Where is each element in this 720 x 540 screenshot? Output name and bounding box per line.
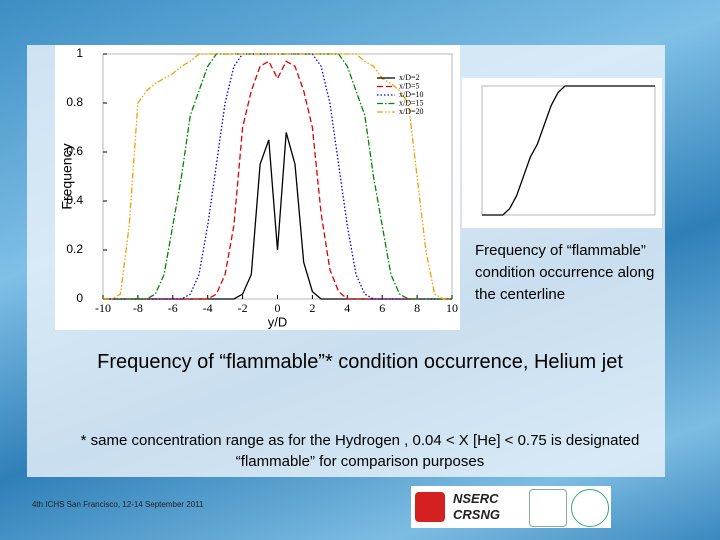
y-tick-label: 0.4 bbox=[66, 193, 83, 207]
y-tick-label: 0.2 bbox=[66, 242, 83, 256]
data-line bbox=[103, 53, 452, 300]
footnote: * same concentration range as for the Hy… bbox=[80, 432, 640, 470]
x-tick-label: -2 bbox=[238, 301, 248, 315]
partner-logo bbox=[529, 489, 567, 527]
legend-label: x/D=10 bbox=[399, 90, 424, 99]
x-tick-label: 6 bbox=[379, 301, 385, 315]
y-tick-label: 0.6 bbox=[66, 144, 83, 158]
x-tick-label: 0 bbox=[275, 301, 281, 315]
x-axis-label: y/D bbox=[268, 314, 288, 329]
x-tick-label: -6 bbox=[168, 301, 178, 315]
legend-label: x/D=15 bbox=[399, 98, 424, 107]
irh-logo bbox=[571, 489, 609, 527]
x-tick-label: -8 bbox=[133, 301, 143, 315]
nserc: NSERC bbox=[453, 491, 499, 506]
y-tick-label: 0.8 bbox=[66, 95, 83, 109]
footer: 4th ICHS San Francisco, 12-14 September … bbox=[32, 500, 204, 509]
slide-title: Frequency of “flammable”* condition occu… bbox=[97, 351, 623, 373]
maple-logo bbox=[415, 492, 445, 522]
inset-chart-bg bbox=[462, 78, 662, 228]
x-tick-label: -10 bbox=[95, 301, 111, 315]
caption: Frequency of “flammable” condition occur… bbox=[475, 242, 655, 303]
x-tick-label: 2 bbox=[309, 301, 315, 315]
y-axis-label: Frequency bbox=[59, 143, 75, 209]
y-tick-label: 1 bbox=[76, 46, 83, 60]
crsng: CRSNG bbox=[453, 507, 500, 522]
x-tick-label: 10 bbox=[446, 301, 458, 315]
logo-strip: NSERC CRSNG bbox=[411, 486, 611, 528]
data-line bbox=[482, 85, 655, 216]
x-tick-label: 8 bbox=[414, 301, 420, 315]
legend-label: x/D=5 bbox=[399, 81, 420, 90]
legend-label: x/D=20 bbox=[399, 107, 424, 116]
x-tick-label: 4 bbox=[344, 301, 350, 315]
legend-label: x/D=2 bbox=[399, 73, 420, 82]
data-line bbox=[103, 60, 452, 300]
y-tick-label: 0 bbox=[76, 291, 83, 305]
x-tick-label: -4 bbox=[203, 301, 213, 315]
